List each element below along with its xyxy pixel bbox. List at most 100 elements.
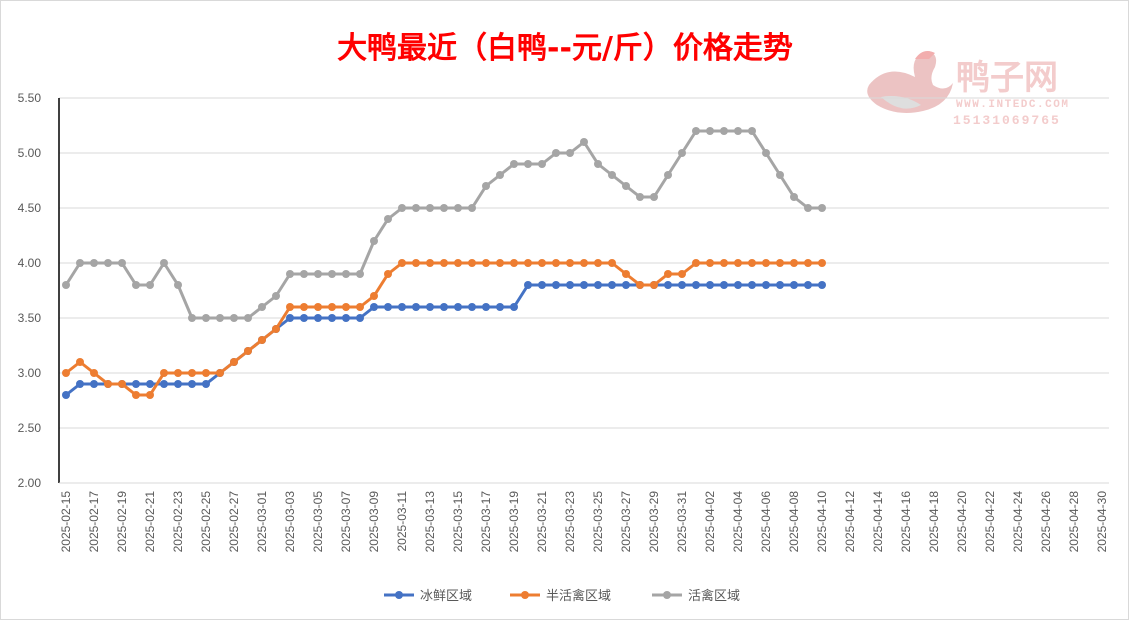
legend-item-bingxian[interactable]: 冰鲜区域 <box>384 589 472 604</box>
data-point <box>412 259 420 267</box>
data-point <box>496 259 504 267</box>
data-point <box>314 314 322 322</box>
data-point <box>90 380 98 388</box>
data-point <box>118 259 126 267</box>
watermark: 鸭子网 WWW.INTEDC.COM 15131069765 <box>867 51 1069 128</box>
data-point <box>804 281 812 289</box>
data-point <box>132 391 140 399</box>
data-point <box>748 259 756 267</box>
x-tick-label: 2025-04-10 <box>815 491 829 553</box>
data-point <box>748 127 756 135</box>
x-tick-label: 2025-03-13 <box>423 491 437 553</box>
data-point <box>622 270 630 278</box>
x-tick-label: 2025-04-22 <box>983 491 997 553</box>
data-point <box>440 204 448 212</box>
x-tick-label: 2025-03-31 <box>675 491 689 553</box>
x-tick-label: 2025-04-20 <box>955 491 969 553</box>
data-point <box>188 314 196 322</box>
data-point <box>454 259 462 267</box>
data-point <box>384 270 392 278</box>
x-tick-label: 2025-03-01 <box>255 491 269 553</box>
x-tick-label: 2025-03-11 <box>395 491 409 552</box>
legend-item-huoqin[interactable]: 活禽区域 <box>652 588 740 604</box>
data-point <box>818 204 826 212</box>
data-point <box>720 127 728 135</box>
x-tick-label: 2025-03-29 <box>647 491 661 553</box>
data-point <box>216 369 224 377</box>
x-tick-label: 2025-02-27 <box>227 491 241 553</box>
data-point <box>538 259 546 267</box>
data-point <box>258 303 266 311</box>
series-1 <box>62 259 826 399</box>
x-tick-label: 2025-04-12 <box>843 491 857 553</box>
data-point <box>734 127 742 135</box>
data-point <box>762 259 770 267</box>
data-point <box>146 281 154 289</box>
data-point <box>776 281 784 289</box>
data-point <box>174 281 182 289</box>
data-point <box>160 380 168 388</box>
watermark-url: WWW.INTEDC.COM <box>956 99 1069 111</box>
chart-title: 大鸭最近（白鸭--元/斤）价格走势 <box>337 31 793 66</box>
data-point <box>76 259 84 267</box>
x-tick-label: 2025-02-25 <box>199 491 213 553</box>
data-point <box>762 281 770 289</box>
data-point <box>608 259 616 267</box>
x-tick-label: 2025-03-09 <box>367 491 381 553</box>
data-point <box>622 182 630 190</box>
data-point <box>636 193 644 201</box>
data-point <box>524 259 532 267</box>
data-point <box>790 259 798 267</box>
duck-logo-icon <box>867 51 953 113</box>
data-point <box>776 259 784 267</box>
data-point <box>608 171 616 179</box>
data-point <box>286 270 294 278</box>
data-point <box>552 281 560 289</box>
data-point <box>818 281 826 289</box>
data-point <box>524 281 532 289</box>
legend-label-bingxian: 冰鲜区域 <box>420 589 472 604</box>
data-point <box>412 303 420 311</box>
data-point <box>132 380 140 388</box>
x-tick-label: 2025-04-28 <box>1067 491 1081 553</box>
data-point <box>62 369 70 377</box>
data-point <box>370 303 378 311</box>
y-tick-label: 4.00 <box>18 256 42 270</box>
data-point <box>440 303 448 311</box>
data-point <box>328 303 336 311</box>
data-point <box>608 281 616 289</box>
data-point <box>244 314 252 322</box>
legend-item-banhuoqin[interactable]: 半活禽区域 <box>510 588 611 604</box>
series-line <box>65 283 822 397</box>
x-tick-label: 2025-03-15 <box>451 491 465 553</box>
data-point <box>678 281 686 289</box>
data-point <box>706 281 714 289</box>
data-point <box>356 303 364 311</box>
data-point <box>566 259 574 267</box>
data-point <box>538 160 546 168</box>
data-point <box>90 369 98 377</box>
data-point <box>678 149 686 157</box>
data-point <box>734 281 742 289</box>
watermark-phone: 15131069765 <box>953 113 1061 128</box>
series-2 <box>62 127 826 322</box>
x-tick-label: 2025-02-21 <box>143 491 157 553</box>
data-point <box>370 237 378 245</box>
data-point <box>62 391 70 399</box>
data-point <box>272 325 280 333</box>
data-point <box>636 281 644 289</box>
data-point <box>286 303 294 311</box>
data-point <box>398 259 406 267</box>
data-point <box>384 303 392 311</box>
x-tick-label: 2025-02-17 <box>87 491 101 553</box>
data-point <box>328 314 336 322</box>
data-point <box>300 314 308 322</box>
x-tick-label: 2025-04-30 <box>1095 491 1109 553</box>
data-point <box>622 281 630 289</box>
x-tick-label: 2025-04-18 <box>927 491 941 553</box>
data-point <box>342 270 350 278</box>
data-point <box>692 127 700 135</box>
data-point <box>328 270 336 278</box>
data-point <box>524 160 532 168</box>
